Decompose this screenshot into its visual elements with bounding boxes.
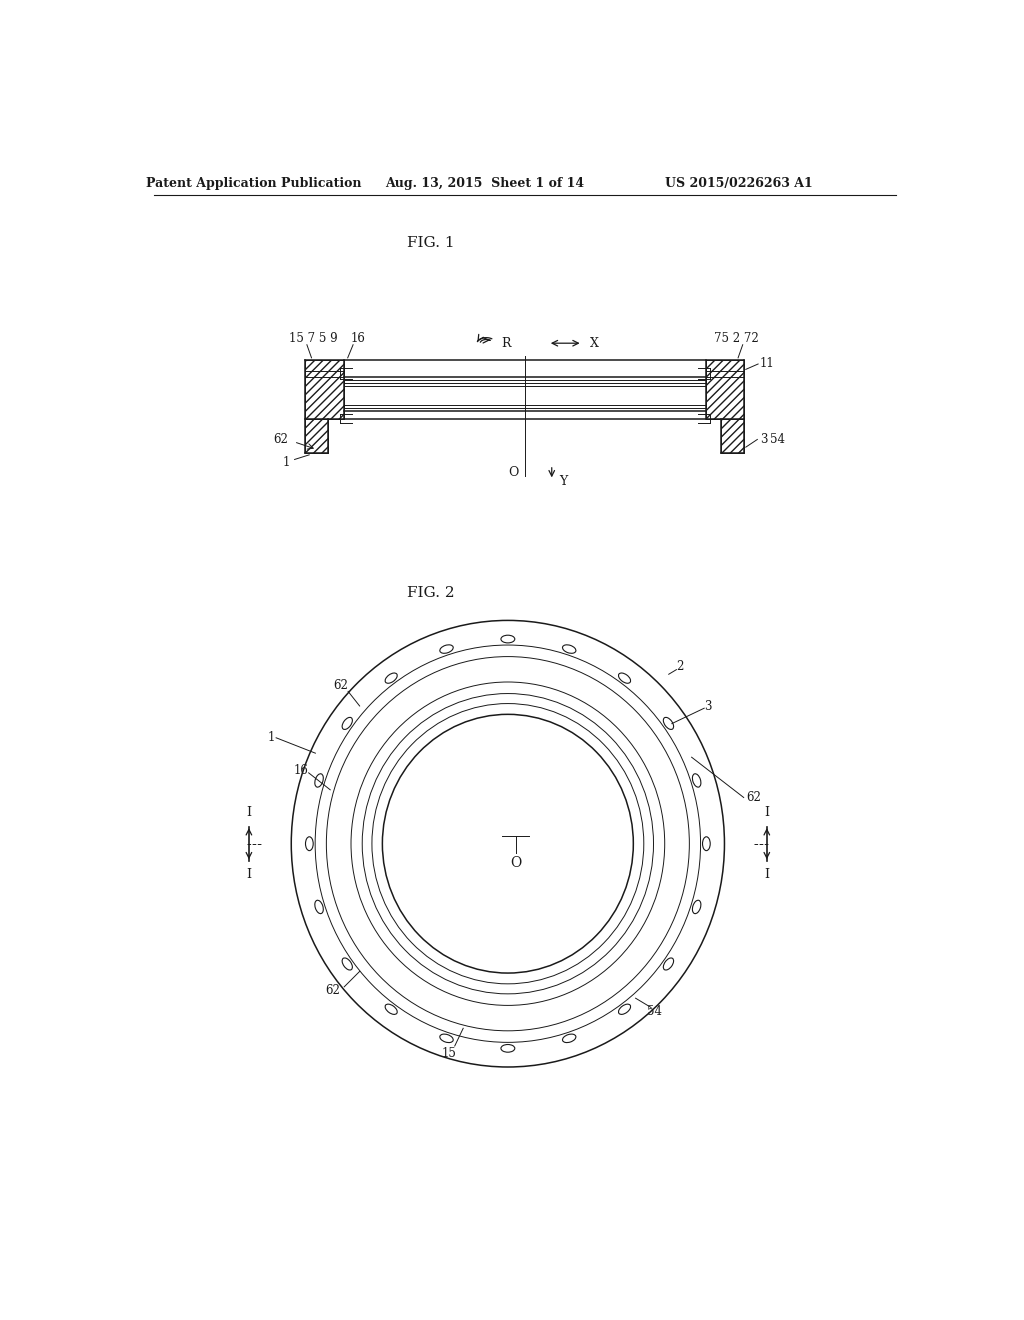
Text: 62: 62 (333, 678, 348, 692)
Text: I: I (247, 807, 252, 820)
Text: 16: 16 (294, 764, 308, 777)
Text: 3: 3 (760, 433, 767, 446)
Ellipse shape (440, 645, 454, 653)
Bar (706, 360, 744, 418)
Ellipse shape (385, 1005, 397, 1014)
Ellipse shape (664, 958, 674, 970)
Text: 2: 2 (677, 660, 684, 673)
Text: 62: 62 (273, 433, 289, 446)
Ellipse shape (692, 900, 700, 913)
Ellipse shape (314, 774, 324, 787)
Text: O: O (508, 466, 518, 479)
Ellipse shape (342, 958, 352, 970)
Text: FIG. 2: FIG. 2 (408, 586, 455, 601)
Text: 62: 62 (326, 985, 340, 997)
Text: I: I (764, 807, 769, 820)
Text: 3: 3 (705, 700, 712, 713)
Text: 11: 11 (760, 358, 774, 371)
Text: 75 2 72: 75 2 72 (714, 333, 759, 345)
Text: Patent Application Publication: Patent Application Publication (146, 177, 361, 190)
Ellipse shape (692, 774, 700, 787)
Ellipse shape (385, 673, 397, 684)
Text: 1: 1 (283, 455, 290, 469)
Ellipse shape (440, 1034, 454, 1043)
Text: FIG. 1: FIG. 1 (408, 236, 455, 249)
Text: 16: 16 (350, 333, 366, 345)
Text: 62: 62 (746, 791, 761, 804)
Text: Aug. 13, 2015  Sheet 1 of 14: Aug. 13, 2015 Sheet 1 of 14 (385, 177, 585, 190)
Text: 15: 15 (442, 1047, 457, 1060)
Text: 15 7 5 9: 15 7 5 9 (289, 333, 337, 345)
Text: X: X (590, 337, 599, 350)
Ellipse shape (342, 717, 352, 730)
Ellipse shape (618, 1005, 631, 1014)
Ellipse shape (314, 900, 324, 913)
Text: 1: 1 (268, 731, 275, 744)
Ellipse shape (702, 837, 711, 850)
Ellipse shape (562, 645, 575, 653)
Text: Y: Y (559, 475, 567, 488)
Ellipse shape (305, 837, 313, 850)
Text: I: I (764, 869, 769, 880)
Bar (721, 418, 744, 453)
Ellipse shape (384, 715, 632, 972)
Ellipse shape (618, 673, 631, 684)
Text: I: I (247, 869, 252, 880)
Text: US 2015/0226263 A1: US 2015/0226263 A1 (665, 177, 813, 190)
Text: R: R (502, 337, 511, 350)
Text: 54: 54 (647, 1005, 663, 1018)
Ellipse shape (501, 1044, 515, 1052)
Text: 54: 54 (770, 433, 785, 446)
Ellipse shape (562, 1034, 575, 1043)
Bar (305, 360, 344, 418)
Ellipse shape (664, 717, 674, 730)
Text: O: O (510, 855, 521, 870)
Bar (305, 418, 329, 453)
Ellipse shape (501, 635, 515, 643)
